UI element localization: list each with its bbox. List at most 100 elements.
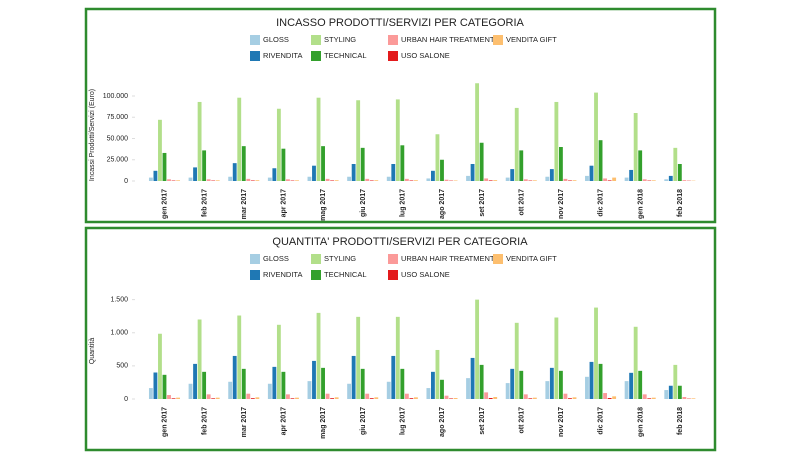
x-tick-label: mar 2017 (241, 407, 248, 437)
bar (391, 355, 396, 399)
bar (176, 397, 180, 399)
legend-label: RIVENDITA (263, 270, 302, 279)
bar (589, 165, 594, 181)
bar (365, 393, 370, 399)
x-tick-label: mag 2017 (320, 407, 327, 439)
bar (563, 178, 568, 181)
chart-title: INCASSO PRODOTTI/SERVIZI PER CATEGORIA (276, 17, 524, 29)
bar (369, 180, 374, 181)
bar (603, 393, 608, 399)
bar (206, 179, 211, 181)
legend-label: TECHNICAL (324, 51, 367, 60)
bar (193, 363, 197, 399)
bar (391, 164, 396, 181)
bar (414, 180, 418, 181)
bar (153, 372, 158, 399)
bar (612, 177, 617, 181)
bar (484, 392, 489, 399)
bar (197, 319, 202, 399)
bar (523, 394, 528, 399)
legend-swatch (311, 270, 321, 280)
bar (330, 398, 335, 399)
bar (232, 163, 237, 181)
bar (440, 379, 444, 399)
bar (519, 150, 524, 181)
legend-swatch (388, 51, 398, 61)
bar (523, 179, 528, 181)
x-tick-label: ott 2017 (518, 189, 525, 216)
legend-label: URBAN HAIR TREATMENTS (401, 254, 499, 263)
bar (202, 371, 207, 399)
bar (668, 385, 673, 399)
x-tick-label: set 2017 (479, 189, 486, 217)
bar (449, 398, 453, 399)
bar (505, 177, 510, 181)
bar (276, 324, 281, 399)
x-tick-label: apr 2017 (281, 189, 288, 218)
x-tick-label: feb 2018 (677, 407, 684, 435)
bar (211, 398, 216, 399)
bar (673, 364, 678, 399)
bar (607, 398, 612, 399)
x-tick-label: lug 2017 (400, 189, 407, 217)
bar (171, 398, 176, 399)
bar (664, 390, 669, 399)
bar (453, 180, 458, 181)
legend-swatch (388, 35, 398, 45)
x-tick-label: giu 2017 (360, 407, 367, 435)
bar (241, 368, 246, 399)
x-tick-label: ott 2017 (518, 407, 525, 434)
bar (598, 140, 603, 181)
y-tick-label: 0 (124, 178, 128, 185)
bar (607, 180, 612, 181)
bar (148, 177, 153, 181)
bar (514, 322, 519, 399)
bar (682, 180, 687, 181)
chart-title: QUANTITA' PRODOTTI/SERVIZI PER CATEGORIA (272, 236, 528, 248)
legend-swatch (388, 270, 398, 280)
bar (629, 169, 634, 181)
x-tick-label: nov 2017 (558, 189, 565, 219)
bar (250, 180, 255, 181)
bar (638, 370, 643, 399)
bar (409, 180, 414, 181)
bar (286, 394, 290, 399)
y-axis-label: Quantità (89, 338, 96, 365)
bar (351, 355, 356, 399)
x-tick-label: ago 2017 (439, 189, 446, 219)
x-tick-label: mag 2017 (320, 189, 327, 221)
x-tick-label: gen 2018 (637, 189, 644, 219)
bar (188, 383, 193, 399)
bar (153, 170, 158, 181)
bar (307, 381, 312, 399)
bar (664, 179, 669, 181)
bar (549, 169, 554, 181)
bar (554, 317, 559, 399)
legend-swatch (250, 254, 260, 264)
legend-label: STYLING (324, 35, 356, 44)
bar (651, 180, 656, 181)
bar (232, 355, 237, 399)
bar (532, 397, 537, 399)
legend-swatch (493, 254, 503, 264)
bar (158, 333, 162, 399)
x-tick-label: apr 2017 (281, 407, 288, 436)
y-tick-label: 25.000 (107, 157, 129, 164)
bar (286, 179, 290, 181)
bar (312, 360, 316, 399)
bar (374, 397, 379, 399)
bar (215, 397, 220, 399)
bar (295, 397, 299, 399)
legend-swatch (250, 51, 260, 61)
bar (334, 397, 339, 399)
bar (167, 179, 171, 181)
bar (572, 180, 577, 181)
x-tick-label: gen 2017 (162, 189, 169, 219)
bar (505, 383, 510, 399)
bar (215, 180, 220, 181)
bar (369, 398, 374, 399)
bar (444, 179, 449, 181)
bar (167, 395, 171, 399)
bar (488, 180, 493, 181)
